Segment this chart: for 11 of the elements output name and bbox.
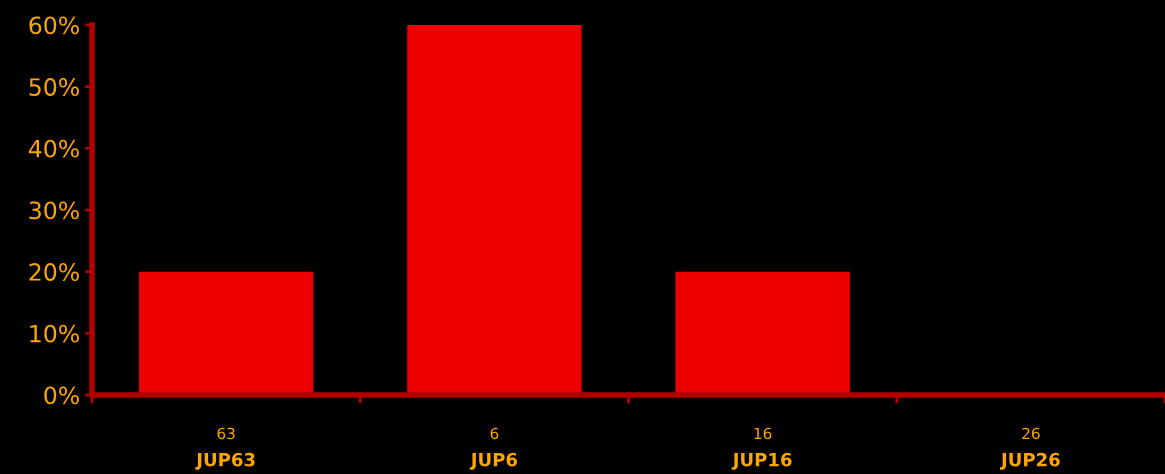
x-tick-label: 26 JUP26 (1000, 427, 1060, 470)
y-tick-label: 30% (29, 201, 79, 220)
y-tick-label: 50% (29, 78, 79, 96)
y-tick-label: 0% (44, 386, 79, 405)
y-tick-label: 60% (29, 16, 79, 35)
y-tick-label: 10% (30, 324, 79, 343)
x-tick-label: 16 JUP16 (731, 427, 792, 470)
y-tick-label: 40% (28, 139, 79, 158)
x-tick-label: 6 JUP6 (469, 427, 518, 470)
x-tick-label: 63 JUP63 (195, 427, 255, 470)
y-tick-label: 20% (29, 263, 79, 281)
